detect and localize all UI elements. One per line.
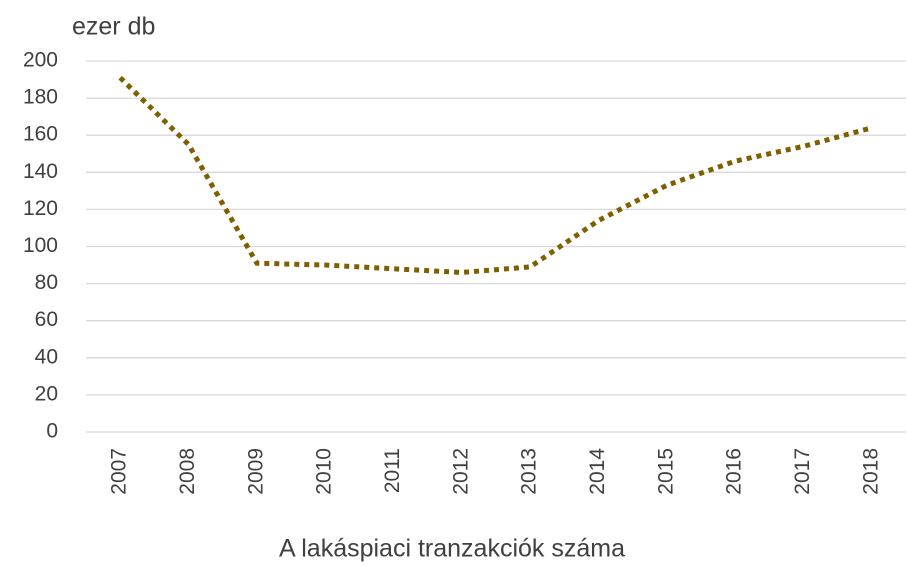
y-tick-label: 20 [35, 382, 58, 405]
y-tick-label: 0 [46, 420, 58, 443]
x-tick-label: 2014 [586, 448, 609, 495]
chart-title: A lakáspiaci tranzakciók száma [279, 535, 625, 563]
x-tick-label: 2007 [108, 448, 131, 495]
y-tick-label: 40 [35, 345, 58, 368]
y-tick-label: 60 [35, 308, 58, 331]
x-tick-label: 2011 [381, 448, 404, 493]
x-tick-label: 2008 [176, 448, 199, 495]
y-tick-label: 180 [23, 86, 58, 109]
x-tick-label: 2012 [449, 448, 472, 495]
y-tick-label: 80 [35, 271, 58, 294]
y-tick-label: 120 [23, 197, 58, 220]
x-tick-label: 2013 [518, 448, 541, 495]
y-tick-label: 200 [23, 49, 58, 72]
x-tick-label: 2010 [313, 448, 336, 495]
x-tick-label: 2015 [654, 448, 677, 495]
y-axis-label: ezer db [72, 13, 155, 41]
x-tick-label: 2017 [791, 448, 814, 495]
y-tick-label: 140 [23, 160, 58, 183]
x-tick-label: 2018 [859, 448, 882, 495]
y-tick-label: 160 [23, 123, 58, 146]
x-tick-label: 2009 [244, 448, 267, 495]
data-line [118, 75, 873, 275]
y-tick-label: 100 [23, 234, 58, 257]
x-tick-label: 2016 [723, 448, 746, 495]
